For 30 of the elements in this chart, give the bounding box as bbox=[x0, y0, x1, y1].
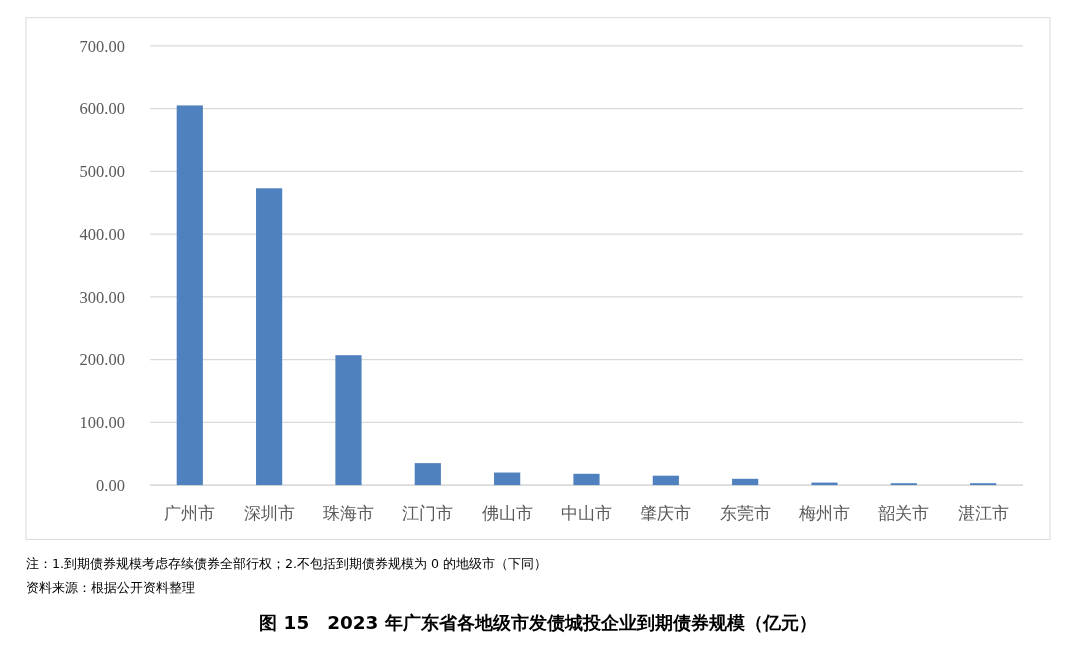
y-tick-label: 700.00 bbox=[79, 36, 125, 56]
x-tick-label: 佛山市 bbox=[481, 503, 533, 524]
text: 资料来源：根据公开资料整理 bbox=[26, 579, 195, 595]
y-tick-label: 300.00 bbox=[79, 287, 125, 307]
y-tick-label: 200.00 bbox=[79, 350, 125, 370]
x-tick-label: 广州市 bbox=[164, 503, 216, 524]
y-tick-label: 0.00 bbox=[96, 475, 125, 495]
bar bbox=[414, 463, 441, 486]
y-tick-label: 100.00 bbox=[79, 413, 125, 433]
x-tick-label: 深圳市 bbox=[243, 503, 295, 524]
bar bbox=[494, 472, 521, 486]
text: 注：1.到期债券规模考虑存续债券全部行权；2.不包括到期债券规模为 0 的地级市（下同） bbox=[26, 556, 548, 572]
bar bbox=[256, 188, 283, 486]
bar bbox=[335, 355, 362, 486]
x-tick-label: 韶关市 bbox=[878, 503, 930, 524]
x-tick-label: 江门市 bbox=[402, 503, 454, 524]
y-tick-label: 400.00 bbox=[79, 224, 125, 244]
text: 图 15 2023 年广东省各地级市发债城投企业到期债券规模（亿元） bbox=[259, 611, 817, 633]
y-tick-label: 600.00 bbox=[79, 99, 125, 119]
bar bbox=[176, 105, 203, 486]
x-tick-label: 东莞市 bbox=[719, 503, 771, 524]
bar bbox=[652, 475, 679, 486]
bar bbox=[573, 473, 600, 486]
y-tick-label: 500.00 bbox=[79, 162, 125, 182]
bar bbox=[732, 478, 759, 486]
x-tick-label: 肇庆市 bbox=[640, 503, 692, 524]
x-tick-label: 珠海市 bbox=[322, 503, 374, 524]
x-tick-label: 中山市 bbox=[560, 503, 612, 524]
x-tick-label: 梅州市 bbox=[798, 503, 850, 524]
x-tick-label: 湛江市 bbox=[957, 503, 1009, 524]
